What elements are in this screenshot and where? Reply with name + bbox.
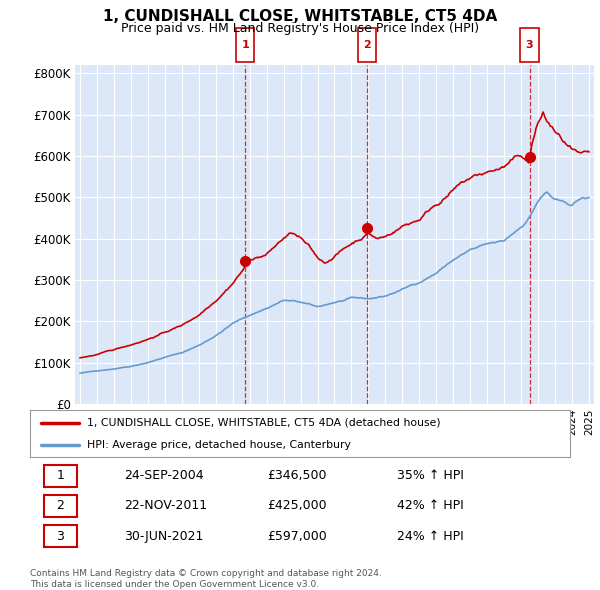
Text: 35% ↑ HPI: 35% ↑ HPI — [397, 469, 464, 482]
Text: 24-SEP-2004: 24-SEP-2004 — [125, 469, 204, 482]
Text: 42% ↑ HPI: 42% ↑ HPI — [397, 499, 464, 513]
Text: Contains HM Land Registry data © Crown copyright and database right 2024.
This d: Contains HM Land Registry data © Crown c… — [30, 569, 382, 589]
FancyBboxPatch shape — [358, 28, 376, 61]
Text: 1, CUNDISHALL CLOSE, WHITSTABLE, CT5 4DA: 1, CUNDISHALL CLOSE, WHITSTABLE, CT5 4DA — [103, 9, 497, 24]
Text: HPI: Average price, detached house, Canterbury: HPI: Average price, detached house, Cant… — [86, 440, 350, 450]
FancyBboxPatch shape — [520, 28, 539, 61]
Text: 30-JUN-2021: 30-JUN-2021 — [125, 530, 204, 543]
Text: 1: 1 — [241, 40, 249, 50]
FancyBboxPatch shape — [44, 525, 77, 547]
Text: 24% ↑ HPI: 24% ↑ HPI — [397, 530, 464, 543]
Text: 2: 2 — [363, 40, 371, 50]
Text: £346,500: £346,500 — [268, 469, 327, 482]
Text: 1, CUNDISHALL CLOSE, WHITSTABLE, CT5 4DA (detached house): 1, CUNDISHALL CLOSE, WHITSTABLE, CT5 4DA… — [86, 418, 440, 428]
FancyBboxPatch shape — [44, 495, 77, 517]
FancyBboxPatch shape — [44, 465, 77, 487]
Text: £425,000: £425,000 — [268, 499, 327, 513]
FancyBboxPatch shape — [236, 28, 254, 61]
Text: 3: 3 — [56, 530, 64, 543]
Text: 2: 2 — [56, 499, 64, 513]
Text: 22-NOV-2011: 22-NOV-2011 — [125, 499, 208, 513]
Text: 3: 3 — [526, 40, 533, 50]
Text: 1: 1 — [56, 469, 64, 482]
Text: Price paid vs. HM Land Registry's House Price Index (HPI): Price paid vs. HM Land Registry's House … — [121, 22, 479, 35]
Text: £597,000: £597,000 — [268, 530, 328, 543]
